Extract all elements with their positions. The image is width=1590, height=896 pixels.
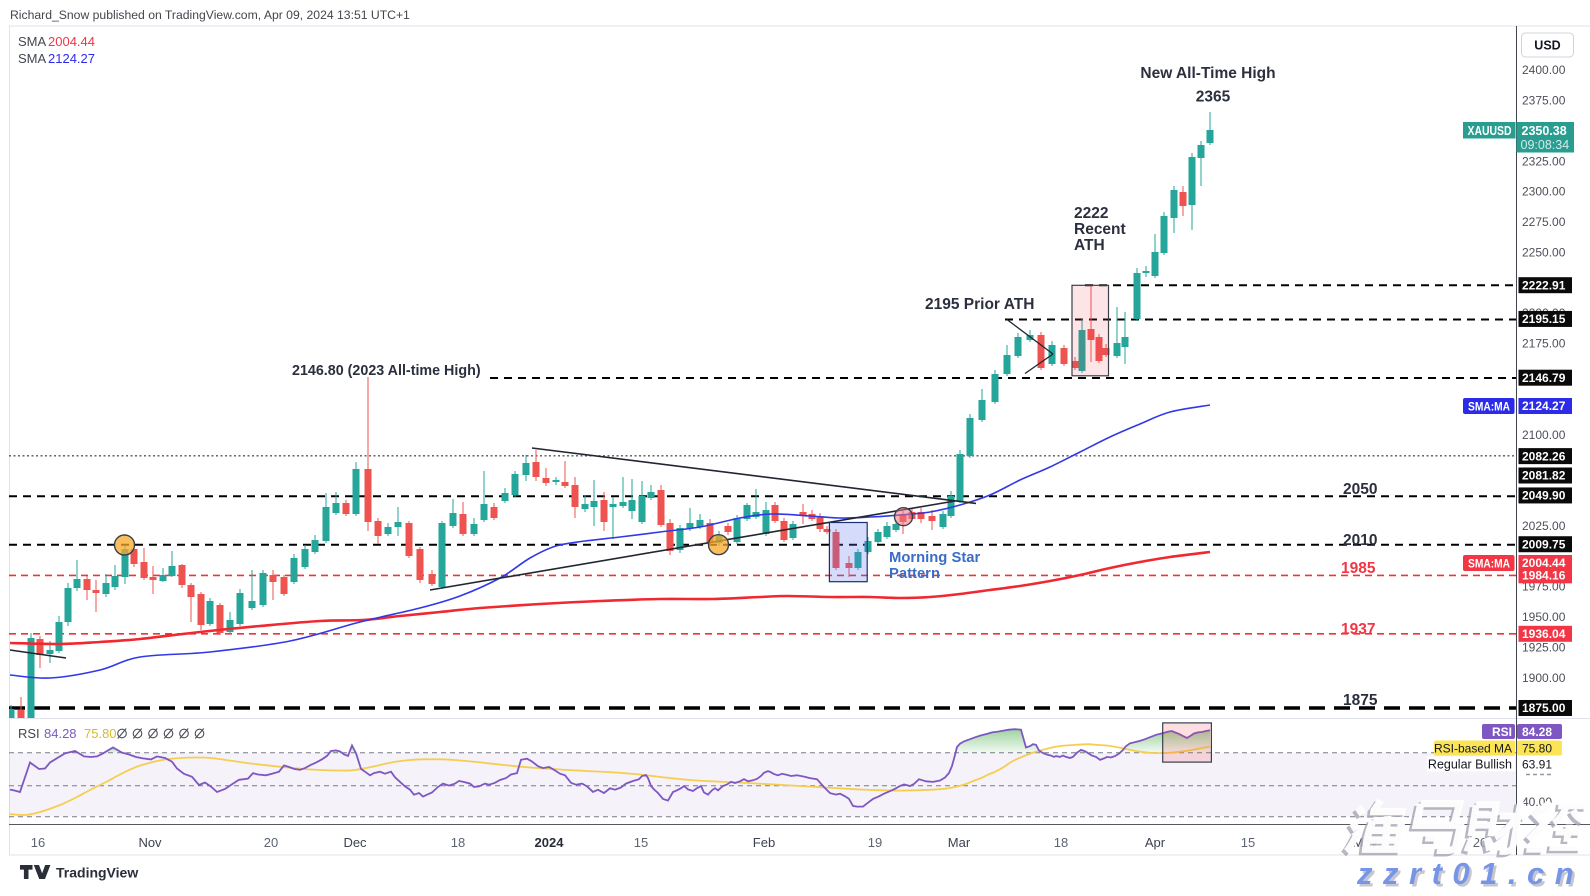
- svg-text:75.80: 75.80: [84, 726, 117, 741]
- svg-text:2009.75: 2009.75: [1522, 537, 1566, 551]
- svg-text:RSI: RSI: [18, 726, 40, 741]
- svg-text:Richard_Snow published on Trad: Richard_Snow published on TradingView.co…: [10, 8, 410, 22]
- svg-text:1950.00: 1950.00: [1522, 610, 1566, 624]
- svg-text:2350.38: 2350.38: [1522, 124, 1567, 138]
- svg-text:1875.00: 1875.00: [1522, 701, 1566, 715]
- svg-text:2050: 2050: [1343, 481, 1377, 498]
- svg-text:2365: 2365: [1196, 89, 1231, 106]
- svg-text:TradingView: TradingView: [56, 865, 138, 881]
- svg-text:1985: 1985: [1341, 560, 1376, 577]
- svg-text:18: 18: [451, 835, 465, 850]
- svg-text:2222: 2222: [1074, 205, 1108, 222]
- svg-text:75.80: 75.80: [1522, 741, 1552, 755]
- svg-text:84.28: 84.28: [44, 726, 77, 741]
- svg-text:2195 Prior ATH: 2195 Prior ATH: [925, 296, 1034, 313]
- svg-text:2025.00: 2025.00: [1522, 519, 1566, 533]
- svg-text:1900.00: 1900.00: [1522, 671, 1566, 685]
- svg-text:2146.79: 2146.79: [1522, 371, 1566, 385]
- svg-text:Apr: Apr: [1145, 835, 1166, 850]
- svg-text:RSI-based MA: RSI-based MA: [1434, 741, 1512, 755]
- svg-text:Dec: Dec: [343, 835, 367, 850]
- svg-text:XAUUSD: XAUUSD: [1468, 124, 1512, 138]
- svg-text:20: 20: [264, 835, 278, 850]
- svg-text:2222.91: 2222.91: [1522, 278, 1566, 292]
- svg-text:2124.27: 2124.27: [48, 51, 95, 66]
- svg-text:zzrt01.cn: zzrt01.cn: [1359, 859, 1587, 892]
- svg-text:15: 15: [1241, 835, 1255, 850]
- svg-text:ATH: ATH: [1074, 237, 1105, 254]
- svg-text:Pattern: Pattern: [889, 566, 940, 582]
- svg-text:2010: 2010: [1343, 532, 1377, 549]
- svg-text:Regular Bullish: Regular Bullish: [1428, 757, 1512, 771]
- svg-text:2082.26: 2082.26: [1522, 449, 1566, 463]
- svg-text:1875: 1875: [1343, 692, 1378, 709]
- svg-text:2100.00: 2100.00: [1522, 428, 1566, 442]
- svg-text:1937: 1937: [1341, 621, 1375, 638]
- svg-text:Feb: Feb: [753, 835, 775, 850]
- svg-text:18: 18: [1054, 835, 1068, 850]
- svg-text:2081.82: 2081.82: [1522, 469, 1566, 483]
- svg-text:RSI: RSI: [1492, 725, 1512, 739]
- svg-text:16: 16: [31, 835, 45, 850]
- svg-text:SMA:MA: SMA:MA: [1468, 400, 1510, 414]
- svg-text:1925.00: 1925.00: [1522, 640, 1566, 654]
- svg-text:2325.00: 2325.00: [1522, 154, 1566, 168]
- svg-text:Nov: Nov: [138, 835, 162, 850]
- svg-text:15: 15: [634, 835, 648, 850]
- svg-text:2300.00: 2300.00: [1522, 185, 1566, 199]
- svg-text:USD: USD: [1534, 39, 1560, 53]
- svg-text:2250.00: 2250.00: [1522, 245, 1566, 259]
- svg-text:SMA:MA: SMA:MA: [1468, 557, 1510, 571]
- svg-text:2375.00: 2375.00: [1522, 94, 1566, 108]
- svg-text:1936.04: 1936.04: [1522, 627, 1566, 641]
- svg-text:Mar: Mar: [948, 835, 971, 850]
- svg-text:New All-Time High: New All-Time High: [1140, 65, 1275, 82]
- svg-text:19: 19: [868, 835, 882, 850]
- svg-text:Morning Star: Morning Star: [889, 550, 980, 566]
- svg-text:2195.15: 2195.15: [1522, 312, 1566, 326]
- svg-text:2400.00: 2400.00: [1522, 63, 1566, 77]
- svg-text:2049.90: 2049.90: [1522, 489, 1566, 503]
- svg-text:1984.16: 1984.16: [1522, 569, 1566, 583]
- svg-text:zzrt01.cn: zzrt01.cn: [1356, 856, 1584, 891]
- svg-text:2175.00: 2175.00: [1522, 337, 1566, 351]
- svg-text:2275.00: 2275.00: [1522, 215, 1566, 229]
- svg-text:2004.44: 2004.44: [1522, 556, 1566, 570]
- svg-text:SMA: SMA: [18, 51, 47, 66]
- svg-text:2146.80 (2023 All-time High): 2146.80 (2023 All-time High): [292, 363, 481, 379]
- svg-text:09:08:34: 09:08:34: [1521, 138, 1570, 152]
- svg-text:SMA: SMA: [18, 34, 47, 49]
- svg-text:84.28: 84.28: [1522, 725, 1552, 739]
- svg-text:63.91: 63.91: [1522, 757, 1552, 771]
- svg-text:2004.44: 2004.44: [48, 34, 95, 49]
- svg-text:Recent: Recent: [1074, 221, 1126, 238]
- svg-text:2124.27: 2124.27: [1522, 399, 1566, 413]
- svg-text:2024: 2024: [535, 835, 565, 850]
